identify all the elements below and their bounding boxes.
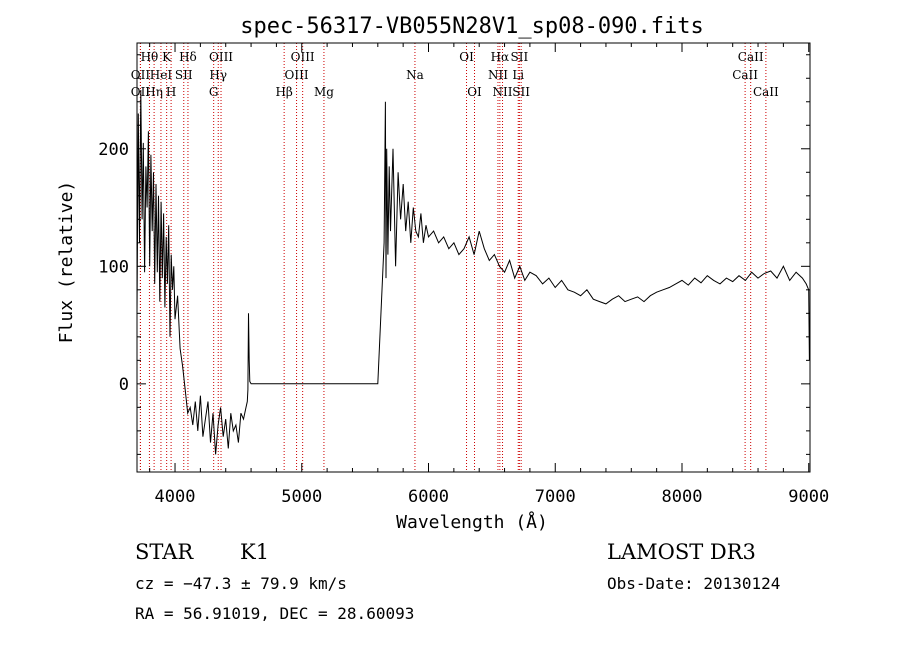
coordinates-readout: RA = 56.91019, DEC = 28.60093 bbox=[135, 604, 415, 623]
object-class: STAR bbox=[135, 540, 194, 564]
line-label-24: SII bbox=[512, 85, 530, 99]
line-label-23: Li bbox=[512, 68, 524, 82]
line-label-7: H bbox=[166, 85, 176, 99]
line-label-12: Hβ bbox=[275, 85, 292, 99]
chart-title: spec-56317-VB055N28V1_sp08-090.fits bbox=[240, 14, 704, 39]
x-tick-label: 4000 bbox=[155, 487, 196, 507]
line-label-9: OIII bbox=[209, 50, 233, 64]
line-label-17: OI bbox=[459, 50, 474, 64]
spectrum-line bbox=[136, 89, 810, 455]
object-subclass: K1 bbox=[240, 540, 270, 564]
y-tick-label: 100 bbox=[98, 257, 129, 277]
line-label-13: OIII bbox=[285, 68, 309, 82]
line-label-8: Hδ bbox=[179, 50, 197, 64]
line-label-19: NII bbox=[488, 68, 508, 82]
x-axis-ticks: 4000 5000 6000 7000 8000 9000 bbox=[149, 43, 829, 507]
emission-line-markers bbox=[139, 43, 767, 472]
redshift-readout: cz = −47.3 ± 79.9 km/s bbox=[135, 574, 347, 593]
x-tick-label: 9000 bbox=[788, 487, 829, 507]
x-tick-label: 7000 bbox=[535, 487, 576, 507]
x-tick-label: 8000 bbox=[662, 487, 703, 507]
line-label-5: K bbox=[162, 50, 172, 64]
x-tick-label: 6000 bbox=[408, 487, 449, 507]
line-label-1: Hθ bbox=[141, 50, 159, 64]
plot-frame bbox=[136, 42, 811, 473]
line-label-21: NII bbox=[493, 85, 513, 99]
line-label-6: SII bbox=[175, 68, 193, 82]
spectrum-chart: spec-56317-VB055N28V1_sp08-090.fits OIIH… bbox=[56, 14, 829, 533]
line-label-0: OII bbox=[131, 68, 151, 82]
line-label-4: HeI bbox=[150, 68, 173, 82]
y-tick-label: 200 bbox=[98, 140, 129, 160]
x-axis-label: Wavelength (Å) bbox=[396, 511, 548, 533]
line-label-25: CaII bbox=[732, 68, 758, 82]
line-label-11: G bbox=[209, 85, 219, 99]
line-label-10: Hγ bbox=[209, 68, 227, 82]
line-label-14: OIII bbox=[291, 50, 315, 64]
y-axis-label: Flux (relative) bbox=[56, 181, 77, 344]
line-label-15: Mg bbox=[314, 85, 334, 99]
x-tick-label: 5000 bbox=[281, 487, 322, 507]
y-axis-ticks: 0 100 200 bbox=[98, 54, 810, 455]
line-label-3: Hη bbox=[145, 85, 163, 99]
survey-name: LAMOST DR3 bbox=[607, 540, 756, 564]
line-label-26: CaII bbox=[738, 50, 764, 64]
y-tick-label: 0 bbox=[119, 375, 129, 395]
line-label-18: OI bbox=[467, 85, 482, 99]
line-label-16: Na bbox=[406, 68, 424, 82]
line-label-27: CaII bbox=[753, 85, 779, 99]
line-label-22: SII bbox=[511, 50, 529, 64]
observation-date: Obs-Date: 20130124 bbox=[607, 574, 781, 593]
line-label-20: Hα bbox=[491, 50, 510, 64]
